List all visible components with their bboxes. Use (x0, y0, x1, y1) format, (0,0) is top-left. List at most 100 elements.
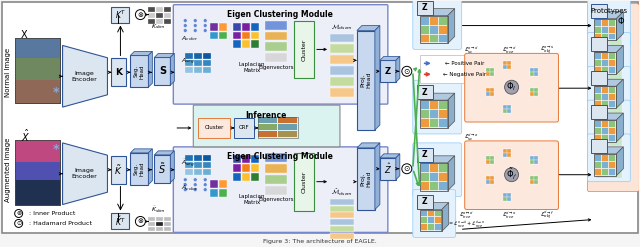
Bar (596, 29, 622, 50)
Polygon shape (375, 25, 380, 130)
Bar (265, 42, 287, 51)
Bar (220, 180, 227, 188)
Bar (330, 66, 354, 75)
Bar (602, 66, 609, 73)
Bar (242, 164, 250, 172)
Bar (278, 131, 297, 137)
Circle shape (204, 29, 207, 32)
Polygon shape (63, 143, 108, 205)
Bar (265, 175, 287, 184)
Text: S: S (159, 66, 166, 76)
Bar (486, 68, 490, 72)
Bar (294, 21, 314, 78)
Bar (507, 65, 511, 69)
Bar (595, 127, 602, 134)
Bar (591, 105, 607, 119)
Bar (438, 172, 447, 181)
Bar (534, 88, 538, 92)
Bar (486, 68, 493, 76)
Text: Figure 3: The architecture of EAGLE.: Figure 3: The architecture of EAGLE. (263, 239, 377, 244)
Polygon shape (616, 45, 623, 74)
Bar (233, 164, 241, 172)
Bar (596, 156, 622, 178)
Bar (486, 88, 493, 96)
Bar (420, 224, 427, 230)
Bar (427, 224, 434, 230)
Bar (490, 88, 493, 92)
Bar (595, 154, 602, 161)
Bar (204, 53, 211, 59)
Bar (595, 86, 616, 108)
Bar (278, 124, 297, 130)
Circle shape (193, 29, 197, 32)
Bar (420, 209, 442, 231)
Polygon shape (616, 12, 623, 41)
Bar (210, 32, 218, 40)
Text: : Hadamard Product: : Hadamard Product (29, 221, 92, 226)
FancyBboxPatch shape (413, 143, 461, 197)
Text: $\hat{\mathcal{M}}_{clsem}$: $\hat{\mathcal{M}}_{clsem}$ (331, 187, 353, 198)
Bar (609, 52, 615, 59)
Bar (251, 164, 259, 172)
Bar (195, 67, 202, 73)
Circle shape (193, 183, 197, 186)
Bar (486, 72, 490, 76)
Bar (486, 160, 490, 164)
FancyBboxPatch shape (588, 4, 639, 192)
Text: $\Phi_l$: $\Phi_l$ (506, 81, 516, 93)
Bar (15, 180, 60, 205)
Bar (534, 92, 538, 96)
Bar (595, 120, 616, 142)
Bar (265, 21, 287, 30)
Text: Proj.
Head: Proj. Head (360, 72, 371, 88)
Bar (420, 163, 429, 172)
Circle shape (204, 188, 207, 191)
Text: ⊗: ⊗ (16, 211, 21, 216)
Bar (258, 117, 277, 124)
Polygon shape (595, 147, 623, 154)
FancyBboxPatch shape (465, 141, 559, 209)
Bar (507, 153, 511, 157)
Bar (596, 40, 609, 50)
Bar (490, 68, 493, 72)
Bar (330, 226, 354, 232)
Bar (609, 19, 615, 25)
Bar (596, 92, 622, 114)
Text: Z: Z (422, 88, 428, 97)
Polygon shape (420, 156, 454, 163)
Bar (251, 41, 259, 48)
Bar (486, 176, 490, 180)
Bar (204, 169, 211, 175)
Text: Cluster: Cluster (301, 170, 307, 193)
Circle shape (184, 24, 187, 27)
Bar (380, 158, 396, 180)
Bar (429, 16, 438, 24)
Polygon shape (131, 51, 152, 55)
Bar (242, 22, 250, 31)
Bar (486, 156, 493, 164)
Bar (330, 212, 354, 218)
FancyBboxPatch shape (173, 5, 388, 104)
Bar (529, 92, 534, 96)
Bar (429, 100, 438, 109)
Bar (195, 162, 202, 168)
Bar (15, 140, 60, 162)
Bar (148, 7, 156, 12)
Bar (220, 189, 227, 197)
Bar (502, 149, 507, 153)
Bar (420, 16, 448, 43)
Bar (429, 24, 438, 34)
Circle shape (193, 24, 197, 27)
Bar (591, 4, 607, 18)
Bar (595, 25, 602, 33)
Bar (429, 172, 438, 181)
Bar (596, 124, 609, 135)
Bar (111, 213, 129, 229)
Text: $\tilde{K}^T$: $\tilde{K}^T$ (115, 215, 126, 228)
Bar (154, 57, 170, 85)
Bar (242, 173, 250, 181)
Bar (438, 163, 447, 172)
Bar (602, 93, 609, 100)
Bar (427, 209, 434, 216)
Text: $\hat{Z}$: $\hat{Z}$ (384, 162, 392, 176)
